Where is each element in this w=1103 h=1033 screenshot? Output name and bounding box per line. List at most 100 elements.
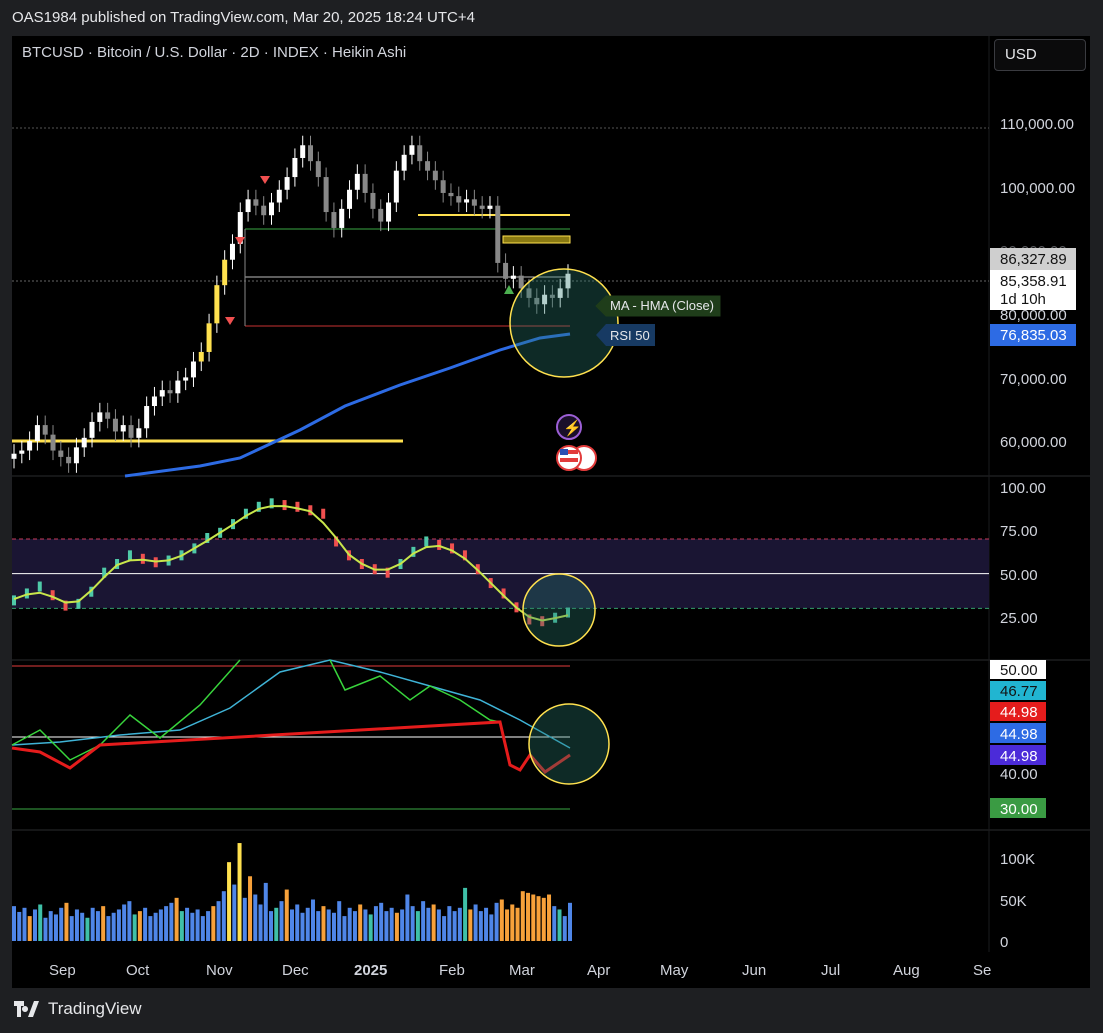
volume-bar	[69, 916, 74, 941]
candle-body	[495, 205, 501, 263]
ma-value-tag	[990, 324, 1076, 346]
last-close-tag	[990, 248, 1076, 270]
buy-marker	[504, 285, 514, 294]
candle-body	[206, 323, 212, 352]
osc-label: 44.98	[1000, 748, 1038, 765]
candle-body	[549, 294, 555, 298]
osc-tag	[990, 798, 1046, 818]
rsi-band	[12, 538, 989, 609]
volume-bar	[253, 894, 258, 941]
x-tick: Nov	[206, 962, 233, 979]
volume-bar	[421, 901, 426, 941]
volume-bar	[200, 916, 205, 941]
candle-body	[11, 453, 17, 459]
volume-bar	[447, 906, 452, 941]
candle-body	[526, 288, 532, 298]
rsi-bar	[76, 598, 81, 609]
x-tick: Jul	[821, 962, 840, 979]
volume-bar	[290, 909, 294, 941]
candle-body	[339, 208, 345, 228]
volume-bar	[132, 914, 137, 941]
rsi-ma-line	[13, 505, 569, 622]
candle-body	[144, 406, 150, 429]
candle-body	[198, 351, 204, 362]
volume-bar	[463, 887, 468, 941]
volume-bar	[80, 912, 85, 941]
candles	[11, 135, 571, 473]
rsi2-series	[11, 659, 571, 810]
ma-line	[124, 332, 571, 478]
volume-bar	[442, 916, 447, 941]
volume-bar	[363, 909, 368, 941]
candle-body	[245, 199, 251, 213]
volume-bar	[122, 904, 127, 941]
candle-body	[331, 212, 337, 228]
rsi-bar	[424, 536, 429, 547]
ma-tag-label: MA - HMA (Close)	[610, 298, 714, 313]
volume-bar	[90, 907, 95, 941]
osc-label: 44.98	[1000, 726, 1038, 743]
rsi-bar	[12, 595, 16, 606]
x-tick: Aug	[893, 962, 920, 979]
volume-bar	[473, 904, 478, 941]
candle-body	[73, 447, 79, 464]
x-tick: 2025	[354, 962, 387, 979]
volume-bar	[274, 907, 279, 941]
rsi-bar	[566, 607, 570, 618]
osc-line	[11, 659, 501, 761]
volume-bar	[321, 906, 326, 941]
candle-body	[487, 205, 493, 209]
osc-tag	[990, 745, 1046, 765]
rsi-bar	[50, 590, 55, 601]
volume-bars	[12, 843, 572, 941]
volume-bar	[106, 916, 111, 941]
rsi-bar	[527, 614, 532, 625]
candle-body	[557, 288, 563, 298]
volume-bar	[526, 892, 531, 941]
brand-footer[interactable]: TradingView	[14, 999, 142, 1019]
osc-label: 40.00	[1000, 766, 1038, 783]
volume-bar	[111, 912, 116, 941]
chart-frame[interactable]	[12, 36, 1090, 988]
highlight-circle	[528, 703, 610, 785]
volume-bar	[211, 906, 216, 941]
osc-tag	[990, 723, 1046, 743]
volume-bar	[331, 912, 336, 941]
candle-body	[323, 177, 329, 213]
volume-bar	[101, 906, 106, 941]
volume-bar	[190, 912, 195, 941]
y-tick: 100,000.00	[1000, 180, 1075, 197]
highlight-circles	[509, 268, 619, 785]
volume-bar	[389, 907, 394, 941]
candle-body	[175, 380, 181, 394]
rsi-bar	[321, 508, 326, 519]
candle-body	[42, 425, 48, 435]
volume-bar	[373, 906, 378, 941]
candle-body	[89, 421, 95, 438]
candle-body	[308, 145, 314, 162]
volume-bar	[557, 909, 562, 941]
rsi-series	[12, 498, 570, 627]
volume-bar	[95, 911, 100, 941]
candle-body	[284, 177, 290, 190]
volume-bar	[221, 891, 226, 941]
currency-button[interactable]: USD	[994, 39, 1086, 71]
volume-bar	[510, 904, 515, 941]
candle-body	[471, 199, 477, 206]
sell-marker	[260, 176, 270, 184]
volume-bar	[216, 901, 221, 941]
highlight-circle	[522, 573, 596, 647]
volume-bar	[489, 914, 494, 941]
candle-body	[19, 450, 25, 454]
volume-bar	[300, 912, 305, 941]
candle-body	[97, 412, 103, 422]
y-tick: 110,000.00	[1000, 116, 1074, 133]
volume-bar	[195, 909, 200, 941]
candle-body	[542, 294, 548, 305]
candle-body	[510, 275, 516, 279]
y-tick: 75.00	[1000, 523, 1038, 540]
volume-bar	[227, 862, 232, 941]
candle-body	[276, 189, 282, 203]
level-lines	[12, 214, 571, 443]
